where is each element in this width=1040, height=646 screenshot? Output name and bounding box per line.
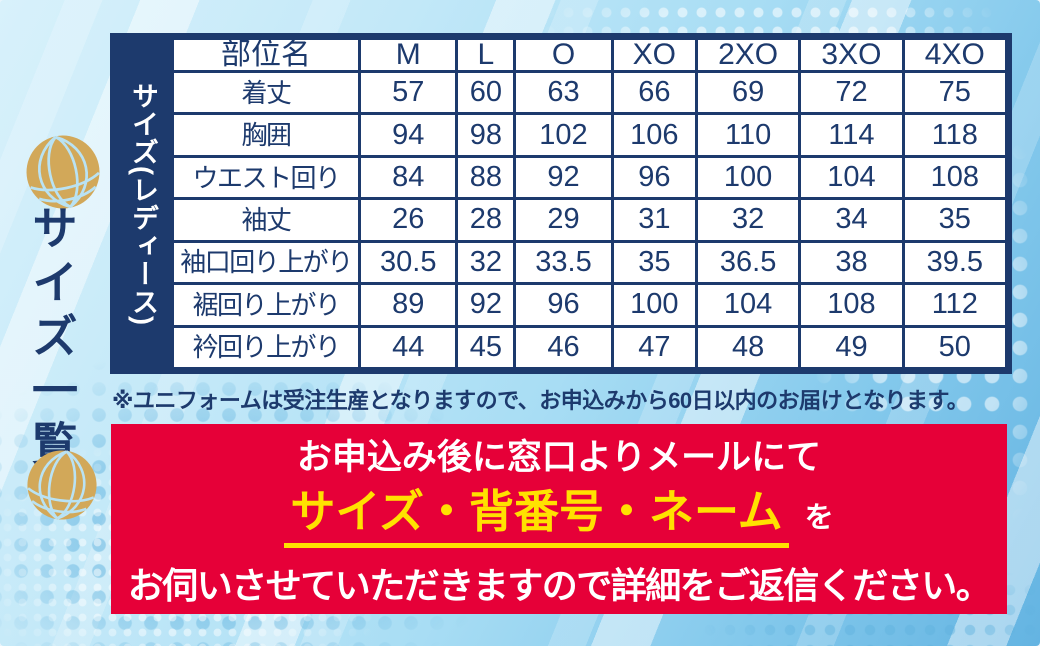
- table-cell: 108: [901, 154, 1009, 201]
- table-cell: 39.5: [901, 239, 1009, 286]
- table-cell: 100: [610, 282, 698, 328]
- table-cell: 32: [694, 197, 802, 243]
- table-cell: 89: [357, 282, 459, 328]
- table-cell: 114: [798, 112, 905, 158]
- table-cell: 35: [901, 197, 1009, 243]
- table-cell: 106: [610, 112, 698, 158]
- table-cell: 112: [901, 282, 1009, 328]
- table-cell: 110: [694, 112, 802, 158]
- table-cell: 84: [357, 154, 459, 201]
- column-header-size: L: [455, 37, 517, 73]
- row-label: 袖口回り上がり: [171, 239, 361, 286]
- column-header-size: M: [357, 37, 459, 73]
- table-cell: 98: [455, 112, 517, 158]
- row-label: 裾回り上がり: [171, 282, 361, 328]
- table-row: 袖丈 26 28 29 31 32 34 35: [171, 197, 1009, 243]
- table-cell: 69: [694, 69, 802, 116]
- row-label: ウエスト回り: [171, 154, 361, 201]
- notice-particle: を: [804, 502, 834, 534]
- column-header-size: 3XO: [798, 37, 905, 73]
- notice-highlight-row: サイズ・背番号・ネーム を: [284, 489, 834, 548]
- table-row: 胸囲 94 98 102 106 110 114 118: [171, 112, 1009, 158]
- size-table-grid: 部位名 M L O XO 2XO 3XO 4XO 着丈 57 60 63 66 69 72 75 胸囲 94 98…: [171, 37, 1009, 371]
- table-cell: 31: [610, 197, 698, 243]
- table-row: ウエスト回り 84 88 92 96 100 104 108: [171, 154, 1009, 201]
- column-header-size: XO: [610, 37, 698, 73]
- table-cell: 118: [901, 112, 1009, 158]
- table-cell: 104: [798, 154, 905, 201]
- table-cell: 34: [798, 197, 905, 243]
- table-cell: 72: [798, 69, 905, 116]
- table-cell: 35: [610, 239, 698, 286]
- notice-box: お申込み後に窓口よりメールにて サイズ・背番号・ネーム を お伺いさせていただき…: [111, 424, 1007, 614]
- table-cell: 47: [610, 324, 698, 371]
- table-cell: 92: [513, 154, 614, 201]
- table-cell: 102: [513, 112, 614, 158]
- table-cell: 50: [901, 324, 1009, 371]
- table-cell: 29: [513, 197, 614, 243]
- table-row: 着丈 57 60 63 66 69 72 75: [171, 69, 1009, 116]
- table-cell: 100: [694, 154, 802, 201]
- table-cell: 63: [513, 69, 614, 116]
- table-row: 裾回り上がり 89 92 96 100 104 108 112: [171, 282, 1009, 328]
- table-row: 衿回り上がり 44 45 46 47 48 49 50: [171, 324, 1009, 371]
- table-cell: 38: [798, 239, 905, 286]
- row-label: 着丈: [171, 69, 361, 116]
- table-cell: 44: [357, 324, 459, 371]
- notice-highlight-underlined: サイズ・背番号・ネーム: [284, 489, 789, 548]
- row-label: 袖丈: [171, 197, 361, 243]
- size-table-band-label: サイズ(レディース): [128, 81, 158, 326]
- table-cell: 66: [610, 69, 698, 116]
- size-table-band: サイズ(レディース): [114, 37, 171, 370]
- production-note: ※ユニフォームは受注生産となりますので、お申込みから60日以内のお届けとなります…: [112, 388, 969, 413]
- table-cell: 36.5: [694, 239, 802, 286]
- column-header-size: O: [513, 37, 614, 73]
- notice-line-1: お申込み後に窓口よりメールにて: [296, 438, 822, 477]
- table-cell: 48: [694, 324, 802, 371]
- notice-line-2: お伺いさせていただきますので詳細をご返信ください。: [127, 565, 992, 606]
- table-cell: 32: [455, 239, 517, 286]
- table-cell: 94: [357, 112, 459, 158]
- table-cell: 28: [455, 197, 517, 243]
- table-cell: 96: [513, 282, 614, 328]
- size-table: サイズ(レディース) 部位名 M L O XO 2XO 3XO 4XO 着丈 57 60 63 66 6…: [110, 33, 1012, 374]
- table-cell: 57: [357, 69, 459, 116]
- table-cell: 49: [798, 324, 905, 371]
- table-cell: 88: [455, 154, 517, 201]
- table-cell: 26: [357, 197, 459, 243]
- row-label: 衿回り上がり: [171, 324, 361, 371]
- table-header-row: 部位名 M L O XO 2XO 3XO 4XO: [171, 37, 1009, 73]
- table-cell: 104: [694, 282, 802, 328]
- table-cell: 30.5: [357, 239, 459, 286]
- table-cell: 92: [455, 282, 517, 328]
- table-cell: 60: [455, 69, 517, 116]
- table-row: 袖口回り上がり 30.5 32 33.5 35 36.5 38 39.5: [171, 239, 1009, 286]
- table-cell: 33.5: [513, 239, 614, 286]
- column-header-size: 2XO: [694, 37, 802, 73]
- volleyball-icon: [26, 135, 100, 209]
- table-cell: 45: [455, 324, 517, 371]
- side-vertical-title: サイズ一覧: [26, 204, 78, 474]
- row-label: 胸囲: [171, 112, 361, 158]
- volleyball-icon: [27, 450, 97, 520]
- column-header-size: 4XO: [901, 37, 1009, 73]
- table-cell: 75: [901, 69, 1009, 116]
- table-cell: 108: [798, 282, 905, 328]
- table-cell: 46: [513, 324, 614, 371]
- table-cell: 96: [610, 154, 698, 201]
- column-header-part-name: 部位名: [171, 37, 361, 73]
